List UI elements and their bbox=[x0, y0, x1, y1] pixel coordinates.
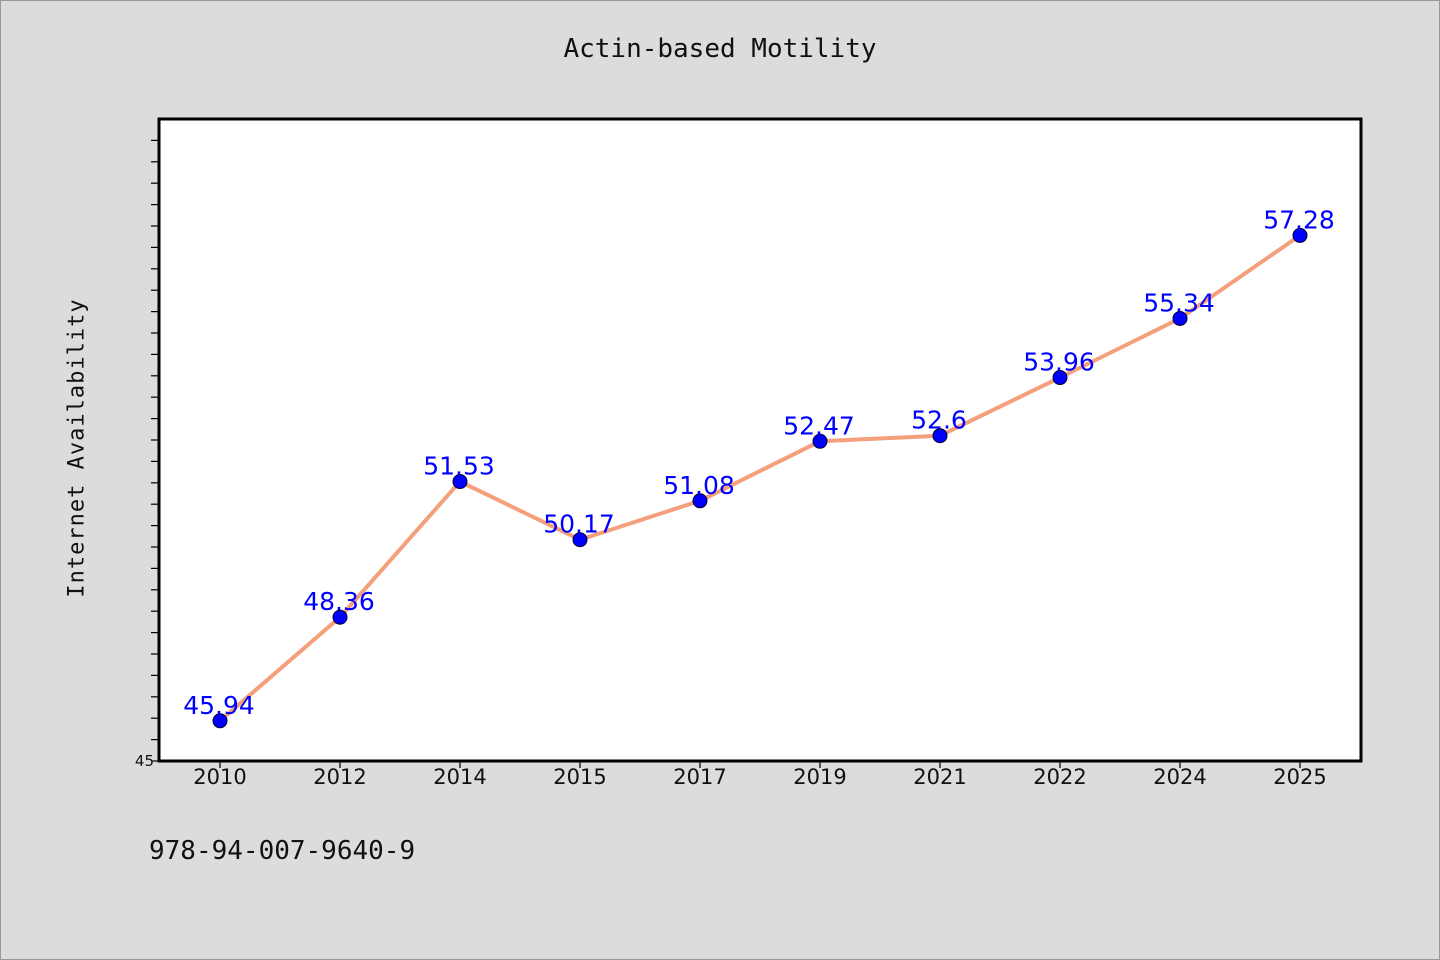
data-label: 50.17 bbox=[543, 510, 615, 539]
chart-title: Actin-based Motility bbox=[563, 34, 877, 64]
data-point bbox=[332, 609, 348, 625]
data-label: 48.36 bbox=[303, 587, 375, 616]
x-tick-label: 2012 bbox=[313, 765, 366, 789]
x-tick-label: 2025 bbox=[1273, 765, 1326, 789]
x-tick-label: 2021 bbox=[913, 765, 966, 789]
data-point bbox=[1172, 310, 1188, 326]
data-point bbox=[1052, 370, 1068, 386]
data-point bbox=[932, 428, 948, 444]
x-tick-label: 2010 bbox=[193, 765, 246, 789]
x-tick-label: 2015 bbox=[553, 765, 606, 789]
data-point bbox=[212, 713, 228, 729]
x-tick-label: 2014 bbox=[433, 765, 486, 789]
data-label: 53.96 bbox=[1023, 348, 1095, 377]
footnote-isbn: 978-94-007-9640-9 bbox=[149, 836, 416, 866]
x-tick-label: 2017 bbox=[673, 765, 726, 789]
x-tick-label: 2022 bbox=[1033, 765, 1086, 789]
data-point bbox=[812, 433, 828, 449]
y-tick-label: 45 bbox=[135, 752, 154, 770]
data-point bbox=[1292, 227, 1308, 243]
data-label: 51.08 bbox=[663, 471, 735, 500]
data-label: 57.28 bbox=[1263, 205, 1335, 234]
x-axis-ticks: 2010 2012 2014 2015 2017 2019 2021 2022 2024 2025 bbox=[193, 761, 1327, 789]
x-tick-label: 2024 bbox=[1153, 765, 1206, 789]
series-line bbox=[218, 233, 1302, 723]
data-label: 55.34 bbox=[1143, 288, 1215, 317]
data-label: 45.94 bbox=[183, 691, 255, 720]
data-markers bbox=[212, 227, 1308, 729]
data-labels: 45.94 48.36 51.53 50.17 51.08 52.47 52.6 53.96 5… bbox=[183, 205, 1335, 719]
data-point bbox=[692, 493, 708, 509]
plot-area bbox=[157, 117, 1363, 763]
data-point bbox=[452, 474, 468, 490]
y-axis-ticks: 45 bbox=[135, 139, 159, 770]
data-label: 52.6 bbox=[911, 406, 967, 435]
x-tick-label: 2019 bbox=[793, 765, 846, 789]
data-point bbox=[572, 532, 588, 548]
data-label: 51.53 bbox=[423, 452, 495, 481]
data-label: 52.47 bbox=[783, 411, 855, 440]
